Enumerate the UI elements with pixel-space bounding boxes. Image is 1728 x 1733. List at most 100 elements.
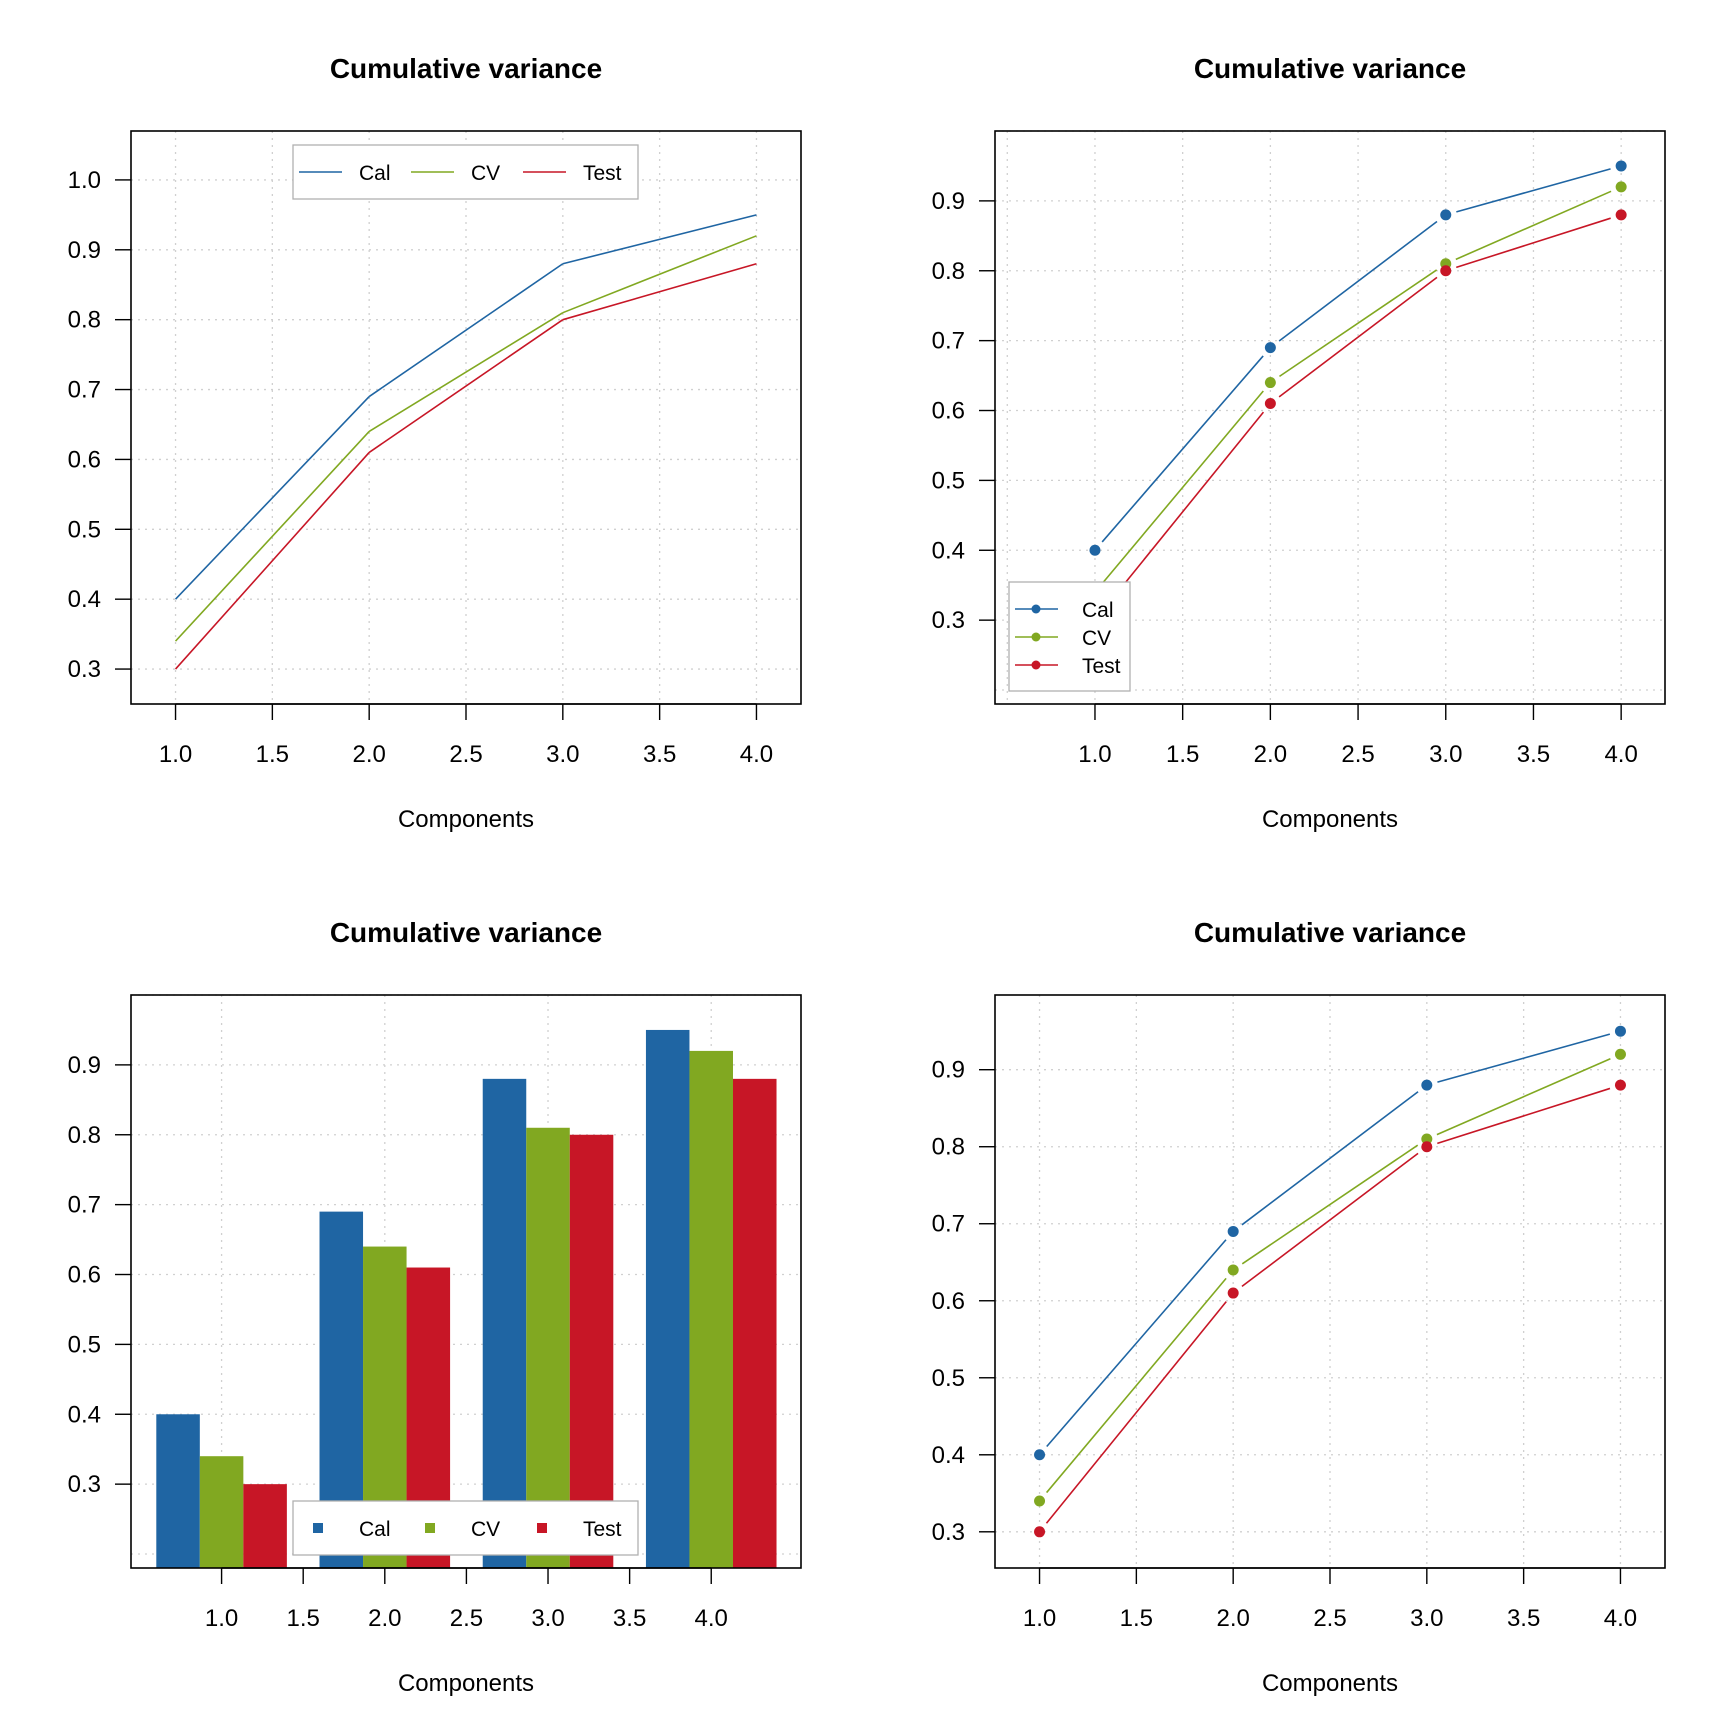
series-line-test [562,262,757,321]
data-point-cv [1034,1495,1046,1507]
y-tick-label: 0.4 [68,586,101,613]
y-tick-label: 0.7 [68,1192,101,1219]
x-tick-label: 1.5 [1120,1605,1153,1632]
y-tick-label: 0.3 [68,656,101,683]
legend-item-cal-label: Cal [1082,599,1114,622]
x-tick-label: 2.5 [450,1605,483,1632]
series-line-cv [1241,1144,1419,1265]
chart-panel-4: 0.3 0.4 0.5 0.6 0.7 0.8 0.9 1.0 1.5 2.0 2.5 3.0 3.5 4… [864,864,1728,1728]
x-tick-label: 1.0 [1078,741,1111,768]
data-point-test [1615,209,1627,221]
series-line-cal [1456,168,1611,213]
legend-item-cv-label: CV [471,162,500,185]
data-point-cv [1614,1048,1626,1060]
x-tick-label: 3.5 [613,1605,646,1632]
y-tick-label: 0.8 [932,258,965,285]
chart-panel-1: 0.3 0.4 0.5 0.6 0.7 0.8 0.9 1.0 1.0 1.5 2.0 2.5 3.0 3… [0,0,864,864]
chart-3: 0.3 0.4 0.5 0.6 0.7 0.8 0.9 1.0 1.5 2.0 2.5 3.0 3.5 4… [68,917,802,1697]
series-line-cv [1455,190,1612,261]
data-point-test [1421,1141,1433,1153]
x-tick-label: 1.0 [159,741,192,768]
series-line-test [1437,1087,1611,1145]
series-line-cv [1045,1277,1227,1494]
data-point-cal [1264,342,1276,354]
y-tick-label: 0.3 [932,607,965,634]
legend-item-cv-marker [1031,632,1041,642]
series-line-cal [1101,355,1264,543]
legend-item-test-label: Test [1082,655,1121,678]
data-point-test [1440,265,1452,277]
x-tick-label: 4.0 [740,741,773,768]
x-tick-label: 4.0 [1604,741,1637,768]
data-point-cal [1614,1025,1626,1037]
data-point-test [1227,1287,1239,1299]
series-line-cal [1437,1033,1611,1083]
chart-panel-3: 0.3 0.4 0.5 0.6 0.7 0.8 0.9 1.0 1.5 2.0 2.5 3.0 3.5 4… [0,864,864,1728]
series-line-cal [1278,220,1438,342]
data-point-test [1264,398,1276,410]
x-tick-label: 1.5 [1166,741,1199,768]
series-line-cal [562,214,757,265]
y-tick-label: 0.9 [932,188,965,215]
data-point-test [1034,1526,1046,1538]
y-tick-label: 0.6 [68,446,101,473]
bar-test [569,1134,614,1568]
y-tick-label: 0.7 [932,1211,965,1238]
x-tick-label: 1.0 [205,1605,238,1632]
y-tick-label: 0.4 [68,1401,101,1428]
y-tick-label: 0.6 [932,398,965,425]
data-point-cal [1089,544,1101,556]
x-tick-label: 2.5 [1341,741,1374,768]
chart-panel-2: 0.3 0.4 0.5 0.6 0.7 0.8 0.9 1.0 1.5 2.0 2.5 3.0 3.5 4… [864,0,1728,864]
y-tick-label: 0.9 [932,1057,965,1084]
legend-item-test-marker [1031,660,1041,670]
y-tick-label: 0.6 [932,1288,965,1315]
data-point-cal [1034,1449,1046,1461]
legend-item-test-label: Test [583,162,622,185]
legend-box [292,144,639,200]
bar-cal [482,1078,527,1568]
y-tick-label: 0.3 [932,1519,965,1546]
y-tick-label: 0.4 [932,1442,965,1469]
chart-title: Cumulative variance [1194,53,1466,84]
x-tick-label: 1.0 [1023,1605,1056,1632]
y-tick-label: 0.8 [932,1134,965,1161]
x-tick-label: 2.0 [1254,741,1287,768]
data-point-cv [1421,1133,1433,1145]
x-axis-label: Components [398,1670,534,1697]
chart-title: Cumulative variance [1194,917,1466,948]
data-point-cal [1440,209,1452,221]
x-tick-label: 4.0 [1604,1605,1637,1632]
x-tick-label: 3.5 [1507,1605,1540,1632]
y-tick-label: 0.3 [68,1471,101,1498]
x-tick-label: 1.5 [287,1605,320,1632]
series-line-cv [1279,269,1438,378]
chart-2: 0.3 0.4 0.5 0.6 0.7 0.8 0.9 1.0 1.5 2.0 2.5 3.0 3.5 4… [932,53,1666,833]
chart-4: 0.3 0.4 0.5 0.6 0.7 0.8 0.9 1.0 1.5 2.0 2.5 3.0 3.5 4… [932,917,1666,1697]
series-line-cv [368,312,564,433]
y-tick-label: 0.7 [932,328,965,355]
x-tick-label: 3.0 [1410,1605,1443,1632]
series-line-test [1101,411,1265,613]
series-line-test [368,319,564,454]
y-tick-label: 0.6 [68,1262,101,1289]
y-tick-label: 0.8 [68,307,101,334]
data-point-cal [1227,1225,1239,1237]
legend-item-cv-label: CV [1082,627,1111,650]
x-tick-label: 3.5 [1517,741,1550,768]
series-line-test [1278,276,1438,398]
series-line-test [1455,217,1611,269]
series-line-cal [1046,1239,1227,1447]
bar-test [732,1078,777,1568]
x-axis-label: Components [1262,1670,1398,1697]
data-point-cal [1421,1079,1433,1091]
bar-cal [645,1029,690,1568]
x-tick-label: 3.5 [643,741,676,768]
legend-item-cal-label: Cal [359,1518,391,1541]
x-tick-label: 2.0 [1216,1605,1249,1632]
legend: Cal CV Test [292,144,639,200]
legend-item-cv-swatch [425,1523,435,1533]
x-tick-label: 2.5 [1313,1605,1346,1632]
chart-title: Cumulative variance [330,53,602,84]
